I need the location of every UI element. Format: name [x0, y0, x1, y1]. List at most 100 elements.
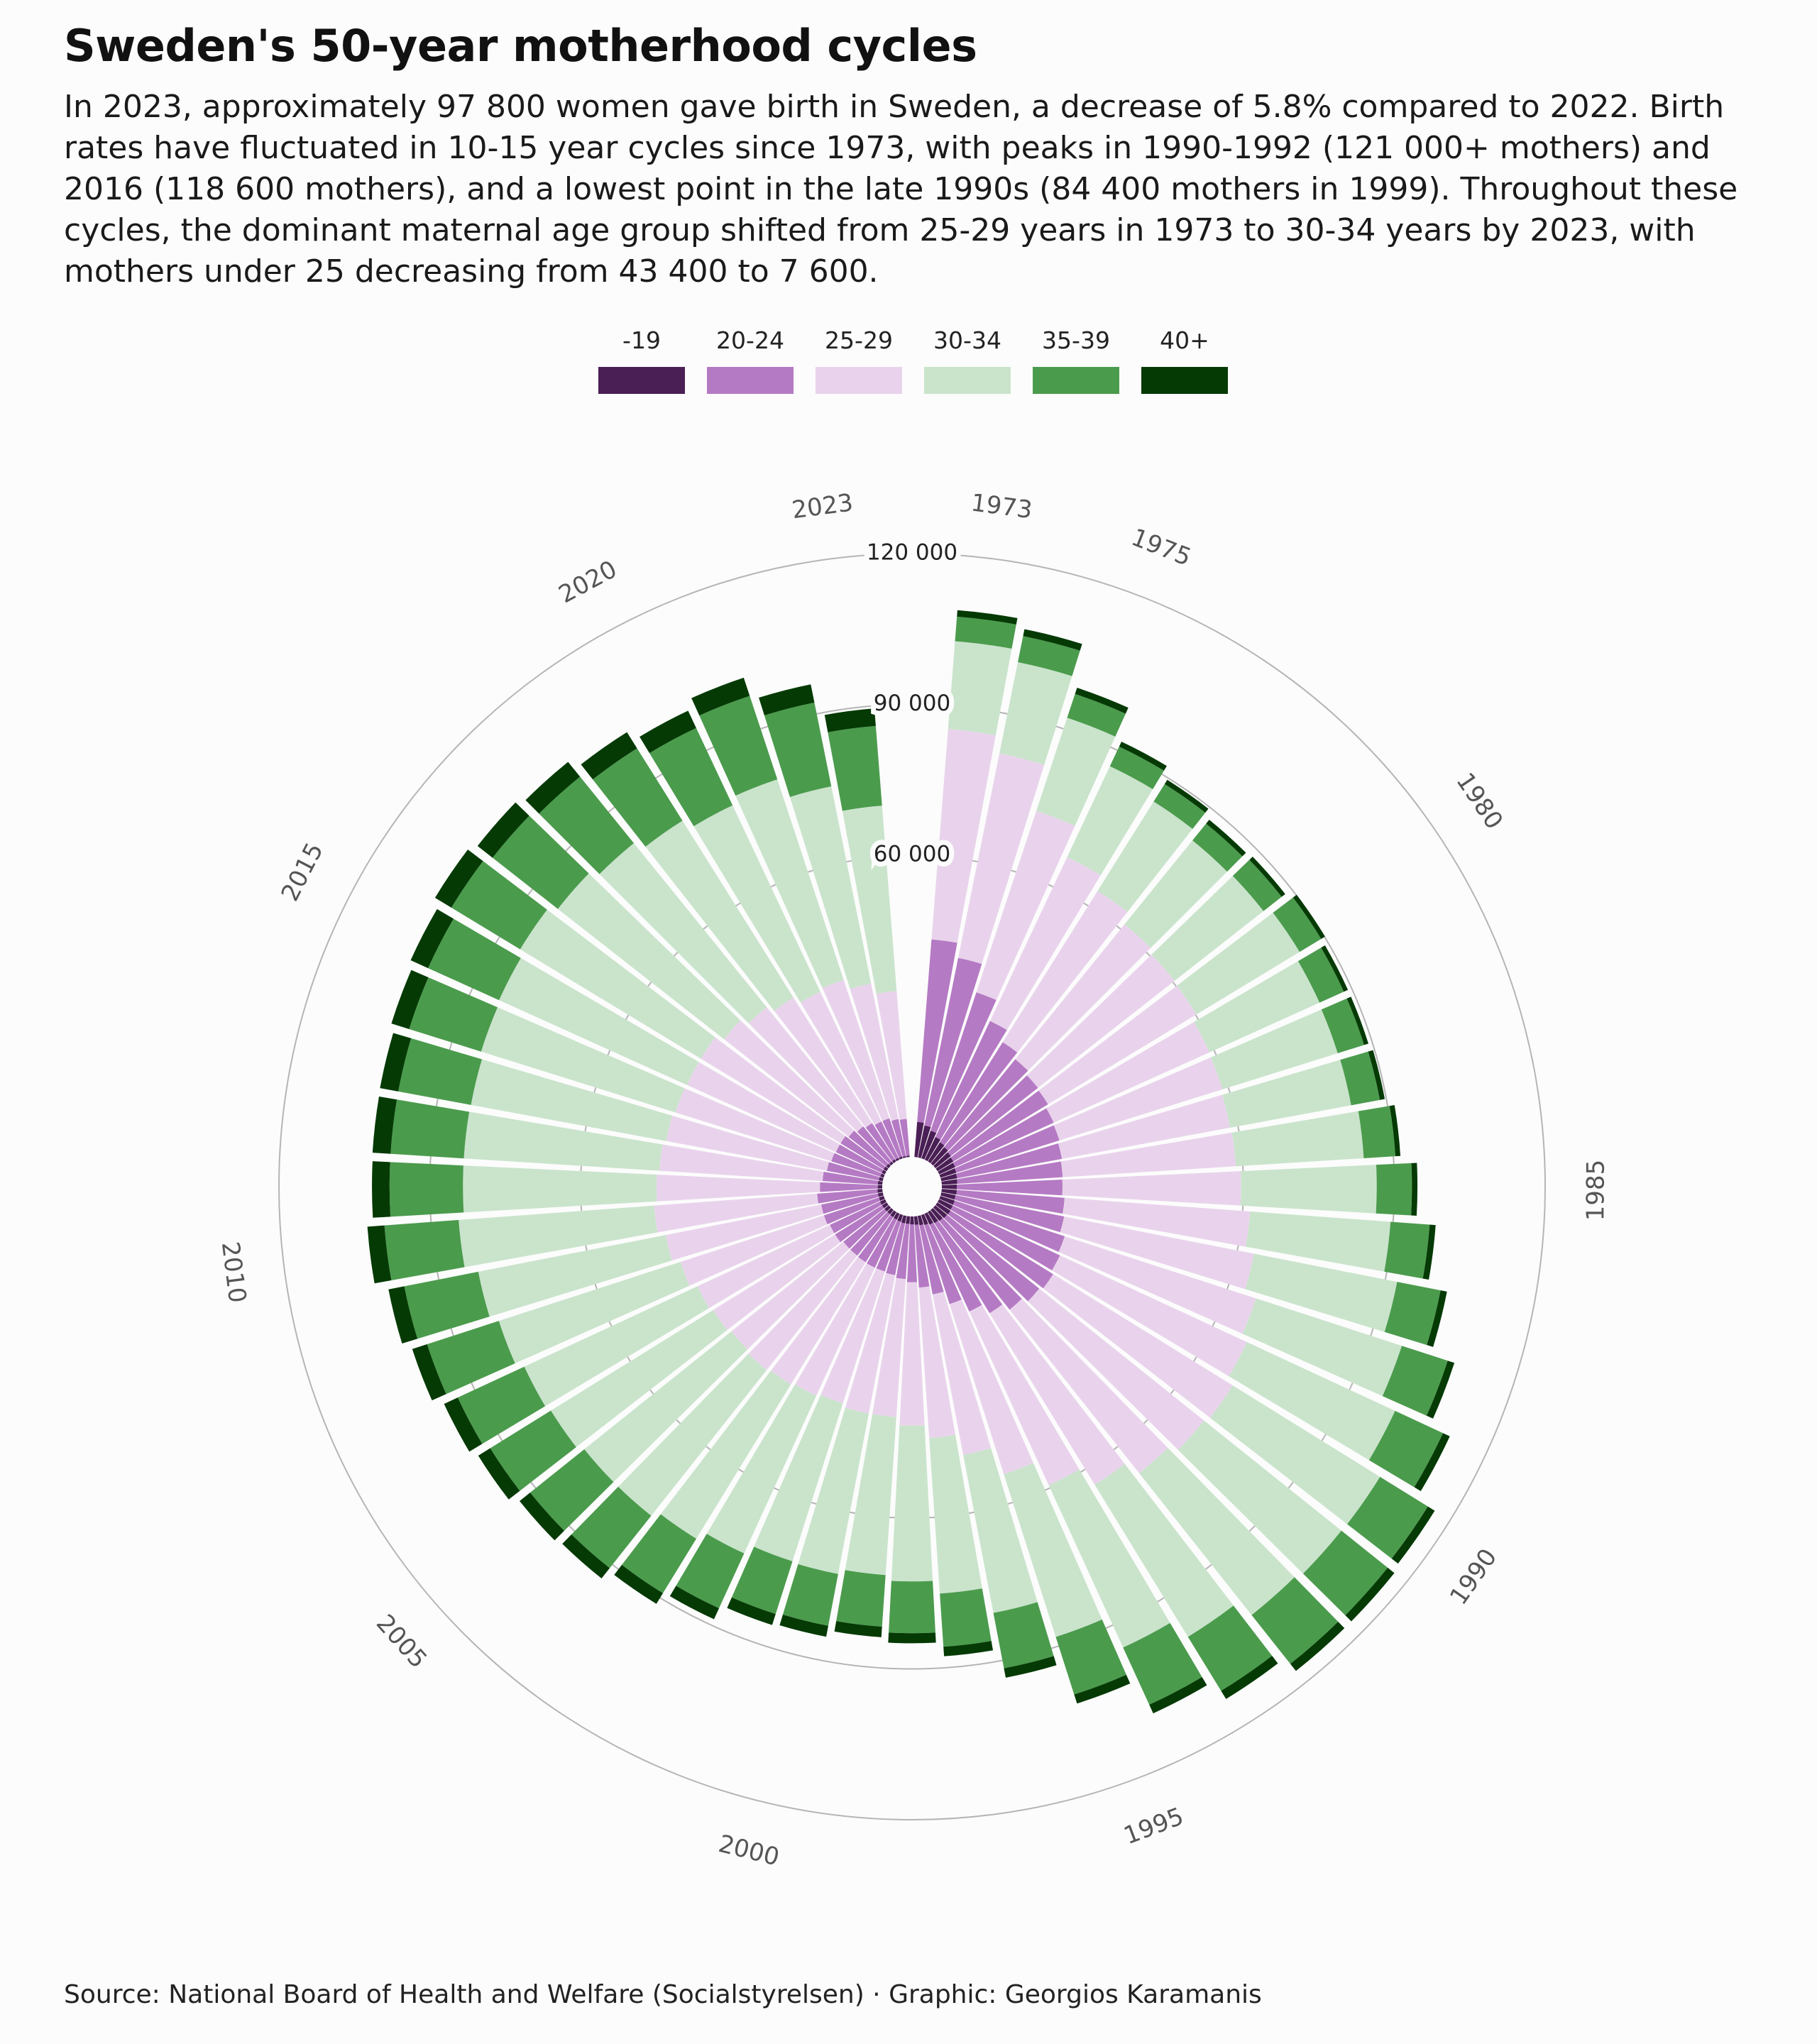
- bar-segment-2023-4: [828, 725, 882, 811]
- bar-segment-1986-1: [956, 1189, 1065, 1214]
- bar-segment-1977-5: [1164, 779, 1209, 813]
- bar-segment-1987-0: [940, 1192, 956, 1200]
- legend-item-30-34: 30-34: [924, 323, 1011, 394]
- bar-segment-2013-5: [380, 1033, 412, 1092]
- bar-segment-1992-3: [1138, 1448, 1295, 1615]
- bar-segment-2008-5: [412, 1344, 446, 1401]
- bar-segment-1977-1: [940, 1042, 1018, 1145]
- bar-segment-1985-2: [1062, 1171, 1241, 1206]
- bar-segment-1975-5: [1075, 688, 1129, 714]
- legend-swatch: [707, 367, 794, 394]
- bar-segment-1984-3: [1231, 1111, 1364, 1167]
- bar-segment-1974-1: [924, 957, 982, 1127]
- bar-segment-2007-0: [879, 1199, 886, 1205]
- bar-segment-1990-4: [1347, 1476, 1428, 1559]
- bar-segment-1994-1: [929, 1222, 982, 1312]
- bar-segment-1991-3: [1178, 1420, 1341, 1574]
- bar-segment-2016-3: [520, 909, 715, 1059]
- bar-segment-1996-2: [932, 1292, 992, 1456]
- bar-segment-2004-1: [850, 1211, 891, 1256]
- bar-segment-2018-2: [748, 1007, 864, 1132]
- legend-swatch: [924, 367, 1011, 394]
- bar-segment-2010-5: [367, 1225, 392, 1284]
- bar-segment-1982-2: [1053, 1057, 1223, 1141]
- bar-segment-1976-3: [1067, 766, 1153, 876]
- bar-segment-2022-1: [891, 1119, 906, 1157]
- bar-segment-2020-4: [649, 727, 733, 827]
- bar-segment-2012-0: [877, 1180, 883, 1185]
- bar-segment-2001-0: [897, 1214, 904, 1222]
- bar-segment-2022-2: [850, 983, 899, 1121]
- bar-segment-1990-2: [1043, 1274, 1233, 1418]
- axis-label: 90 000: [874, 691, 950, 716]
- bar-segment-1996-0: [917, 1215, 924, 1226]
- bar-segment-2008-0: [879, 1195, 885, 1201]
- bar-segment-2002-0: [893, 1212, 900, 1220]
- bar-segment-1991-4: [1302, 1530, 1388, 1616]
- bar-segment-1988-2: [1058, 1236, 1256, 1334]
- bar-segment-2009-1: [820, 1193, 879, 1214]
- bar-segment-1977-2: [1002, 891, 1128, 1053]
- bar-segment-2009-0: [877, 1192, 884, 1197]
- bar-segment-2018-5: [525, 762, 581, 814]
- bar-segment-1993-0: [927, 1210, 938, 1224]
- bar-segment-1986-3: [1246, 1211, 1391, 1272]
- bar-segment-1982-0: [939, 1168, 957, 1178]
- bar-segment-1978-4: [1192, 823, 1243, 872]
- bar-segment-1981-1: [953, 1108, 1054, 1167]
- bar-segment-2006-0: [882, 1202, 889, 1209]
- bar-segment-2002-5: [669, 1586, 720, 1620]
- bar-segment-1989-5: [1414, 1433, 1450, 1491]
- bar-segment-1975-1: [931, 992, 997, 1133]
- legend-item-20-24: 20-24: [707, 323, 794, 394]
- bar-segment-2015-3: [499, 957, 699, 1085]
- bar-segment-1984-2: [1060, 1132, 1236, 1177]
- bar-segment-2006-3: [551, 1309, 728, 1447]
- bar-segment-2017-5: [477, 802, 529, 858]
- bar-segment-1986-0: [941, 1189, 957, 1195]
- bar-segment-2019-5: [581, 732, 637, 780]
- bar-segment-2011-1: [820, 1182, 878, 1192]
- year-label: 1985: [1581, 1160, 1610, 1221]
- bar-segment-1974-3: [999, 662, 1072, 765]
- bar-segment-2003-3: [660, 1370, 791, 1539]
- bar-segment-1979-2: [1026, 955, 1175, 1088]
- bar-segment-1995-3: [1004, 1463, 1102, 1637]
- bar-segment-2005-5: [520, 1493, 564, 1541]
- bar-segment-2007-1: [830, 1201, 882, 1233]
- bar-segment-1981-3: [1194, 961, 1320, 1053]
- bar-segment-1990-1: [948, 1210, 1053, 1289]
- legend-swatch: [816, 367, 902, 394]
- bar-segment-1989-4: [1368, 1410, 1444, 1488]
- bar-segment-1993-4: [1187, 1605, 1273, 1691]
- bar-segment-1982-1: [955, 1125, 1060, 1173]
- bar-segment-1981-2: [1046, 1021, 1210, 1123]
- bar-segment-2017-2: [724, 1020, 855, 1137]
- bar-segment-2012-3: [463, 1111, 663, 1171]
- bar-segment-1999-4: [836, 1570, 886, 1627]
- bar-segment-1997-0: [913, 1216, 919, 1225]
- bar-segment-1992-4: [1251, 1577, 1339, 1664]
- bar-segment-2015-5: [410, 908, 454, 969]
- bar-segment-2019-0: [891, 1159, 896, 1163]
- bar-segment-2019-1: [865, 1123, 895, 1162]
- bar-segment-2023-0: [906, 1155, 910, 1158]
- bar-segment-2012-4: [390, 1099, 470, 1159]
- bar-segment-2018-4: [539, 776, 635, 874]
- legend: -19 20-24 25-29 30-34 35-39 40+: [0, 323, 1817, 401]
- bar-segment-2008-2: [680, 1215, 828, 1286]
- bar-segment-1991-0: [933, 1205, 948, 1219]
- bar-segment-2000-4: [782, 1564, 838, 1626]
- bar-segment-2010-4: [384, 1219, 465, 1280]
- bar-segment-1985-4: [1376, 1163, 1412, 1216]
- bar-segment-1981-0: [938, 1163, 955, 1175]
- bar-segment-1992-2: [1009, 1299, 1168, 1473]
- bar-segment-2001-1: [876, 1220, 901, 1272]
- bar-segment-1998-0: [910, 1216, 914, 1225]
- bar-segment-1987-4: [1384, 1282, 1441, 1346]
- bar-segment-2013-1: [827, 1162, 880, 1181]
- bar-segment-1983-0: [940, 1173, 957, 1182]
- bar-segment-1992-5: [1290, 1622, 1345, 1671]
- bar-segment-2004-0: [887, 1208, 894, 1215]
- bar-segment-1980-1: [950, 1090, 1048, 1162]
